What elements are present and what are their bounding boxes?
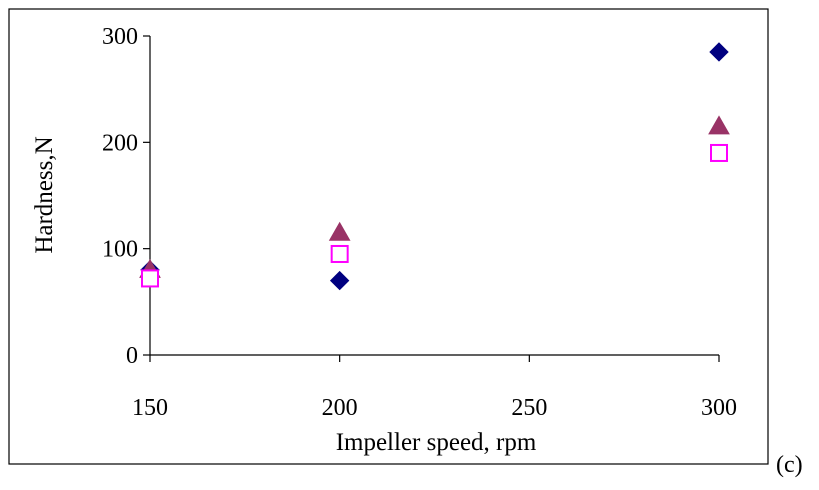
ticks: 0 100 200 300 150 200 250 300	[102, 24, 737, 421]
x-tick-label: 250	[511, 395, 547, 421]
diamond-point	[329, 270, 350, 291]
square-point	[710, 143, 728, 162]
y-tick-label: 200	[102, 130, 138, 156]
series-3	[141, 143, 728, 288]
y-tick-label: 100	[102, 237, 138, 263]
y-tick-label: 0	[126, 343, 138, 369]
x-tick-label: 150	[132, 395, 168, 421]
data-marks	[139, 42, 730, 291]
x-axis-title: Impeller speed, rpm	[336, 429, 537, 456]
diamond-point	[709, 42, 729, 62]
axes	[149, 36, 719, 356]
panel-label: (c)	[776, 452, 803, 478]
y-tick-label: 300	[102, 24, 138, 50]
triangle-point	[328, 221, 351, 241]
chart-frame	[8, 8, 769, 465]
triangle-point	[708, 115, 730, 135]
x-tick-label: 200	[322, 395, 358, 421]
square-point	[330, 244, 349, 263]
x-tick-label: 300	[701, 395, 737, 421]
y-axis-title: Hardness,N	[31, 136, 58, 253]
square-point	[141, 269, 159, 288]
